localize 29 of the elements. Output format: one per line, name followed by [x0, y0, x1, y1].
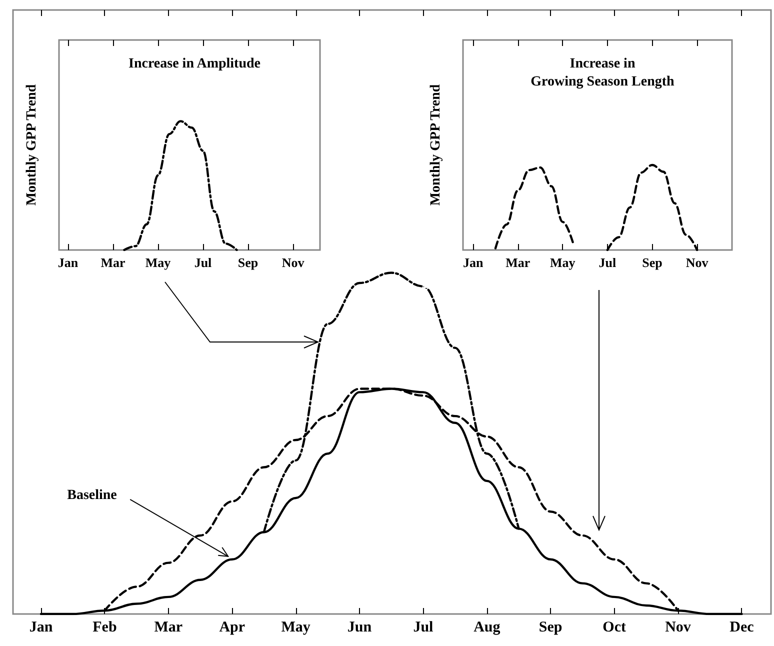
x-tick-label: Nov [686, 255, 709, 270]
x-tick-label: Feb [92, 620, 117, 636]
x-tick-label: Mar [506, 255, 530, 270]
y-axis-title: Monthly GPP Trend [24, 84, 40, 206]
chart-title: Increase in Growing Season Length [530, 56, 675, 90]
x-tick-label: Jun [347, 620, 372, 636]
x-tick-label: May [550, 255, 576, 270]
x-tick-label: Jan [58, 255, 79, 270]
x-tick-label: May [281, 620, 311, 636]
x-tick-label: Jan [29, 620, 54, 636]
x-tick-label: Sep [538, 620, 562, 636]
y-axis-title: Monthly GPP Trend [428, 84, 444, 206]
x-tick-label: Sep [238, 255, 258, 270]
x-tick-label: May [145, 255, 172, 270]
x-tick-label: Aug [474, 620, 501, 636]
x-tick-label: Oct [602, 620, 626, 636]
x-tick-label: Apr [219, 620, 246, 636]
x-tick-label: Jul [194, 255, 212, 270]
x-tick-label: Nov [665, 620, 692, 636]
annotation: Baseline [67, 488, 117, 503]
x-tick-label: Dec [730, 620, 754, 636]
x-tick-label: Mar [154, 620, 183, 636]
x-tick-label: Jul [413, 620, 434, 636]
x-tick-label: Jul [598, 255, 617, 270]
x-tick-label: Jan [462, 255, 484, 270]
x-tick-label: Sep [642, 255, 662, 270]
chart-title: Increase in Amplitude [128, 56, 260, 72]
x-tick-label: Mar [100, 255, 126, 270]
x-tick-label: Nov [282, 255, 305, 270]
